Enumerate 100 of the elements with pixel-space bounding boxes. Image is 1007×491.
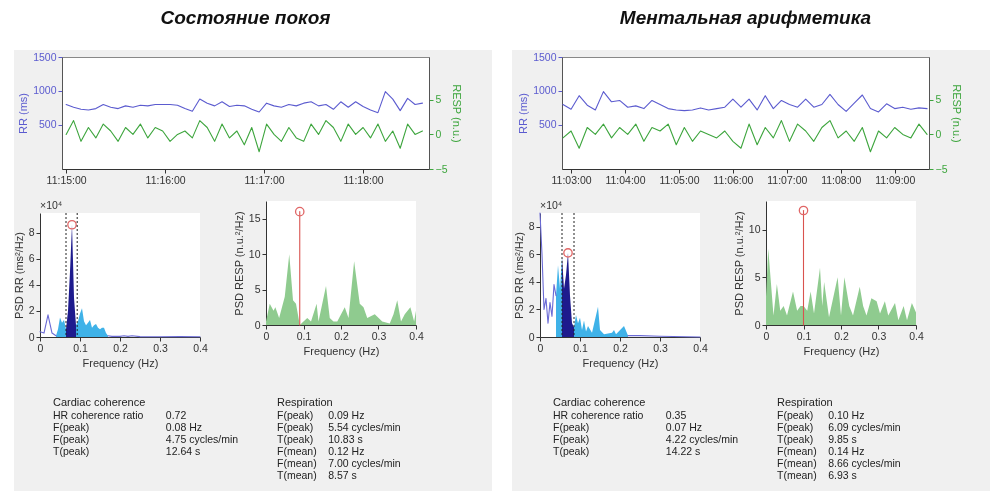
y-tick-label: 6 [528, 247, 535, 260]
text: F(mean) [277, 457, 317, 469]
line-series [562, 91, 928, 113]
line-series [65, 120, 424, 153]
x-tick-label: 0.2 [113, 341, 128, 354]
y-axis-title: PSD RR (ms²/Hz) [12, 232, 25, 319]
text: 5.54 cycles/min [328, 421, 401, 433]
y-tick-label: 0 [754, 318, 761, 331]
y-tick-label: 2 [528, 302, 535, 315]
text: 7.00 cycles/min [328, 457, 401, 469]
chart-title: Ментальная арифметика [619, 7, 872, 28]
text: F(mean) [777, 457, 817, 469]
text: 10.83 s [328, 433, 363, 445]
text: Respiration [277, 396, 333, 408]
text: F(mean) [277, 445, 317, 457]
y2-tick-label: −5 [435, 162, 448, 175]
text: T(peak) [777, 433, 814, 445]
y2-tick-label: 5 [935, 93, 942, 106]
y-tick-label: 1500 [533, 50, 557, 63]
y-tick-label: 10 [248, 247, 261, 260]
x-tick-label: 11:15:00 [46, 173, 87, 186]
y-axis-title: RR (ms) [17, 93, 30, 134]
y-tick-label: 4 [528, 275, 535, 288]
text: 8.57 s [328, 469, 357, 481]
y-tick-label: 1000 [33, 84, 57, 97]
y2-tick-label: −5 [935, 162, 948, 175]
y-tick-label: 10 [748, 223, 761, 236]
text: 0.08 Hz [165, 421, 202, 433]
text: 9.85 s [828, 433, 857, 445]
text: F(peak) [277, 421, 314, 433]
x-tick-label: 11:07:00 [767, 173, 808, 186]
x-tick-label: 0.2 [334, 329, 349, 342]
x-tick-label: 0.1 [573, 341, 588, 354]
text: T(peak) [553, 445, 590, 457]
text: F(peak) [777, 421, 814, 433]
text: 0.14 Hz [828, 445, 865, 457]
y-tick-label: 4 [28, 278, 35, 291]
y-tick-label: 1500 [33, 50, 57, 63]
y-axis-title: PSD RESP (n.u.²/Hz) [232, 211, 245, 316]
text: F(peak) [553, 421, 590, 433]
x-tick-label: 0 [763, 329, 770, 342]
y-tick-label: 2 [28, 304, 35, 317]
text: ×10⁴ [40, 199, 63, 211]
text: 6.93 s [828, 469, 857, 481]
x-tick-label: 0.4 [409, 329, 424, 342]
x-tick-label: 0.3 [653, 341, 668, 354]
y-tick-label: 8 [528, 220, 535, 233]
x-tick-label: 0.1 [73, 341, 88, 354]
x-axis-title: Frequency (Hz) [803, 345, 880, 357]
text: F(peak) [553, 433, 590, 445]
y2-tick-label: 0 [935, 127, 942, 140]
text: Cardiac coherence [53, 396, 146, 408]
text: 0.10 Hz [828, 409, 865, 421]
text: 0.09 Hz [328, 409, 365, 421]
text: 4.75 cycles/min [165, 433, 239, 445]
text: 0.72 [165, 409, 187, 421]
y-tick-label: 500 [538, 118, 557, 131]
text: F(peak) [777, 409, 814, 421]
y-tick-label: 6 [28, 252, 35, 265]
x-tick-label: 0.3 [371, 329, 387, 342]
text: Respiration [777, 396, 833, 408]
x-tick-label: 11:06:00 [713, 173, 754, 186]
text: 4.22 cycles/min [665, 433, 739, 445]
text: 14.22 s [665, 445, 701, 457]
y-tick-label: 8 [28, 226, 35, 239]
x-tick-label: 0.3 [871, 329, 887, 342]
x-tick-label: 0.1 [296, 329, 312, 342]
x-axis-title: Frequency (Hz) [82, 357, 159, 369]
text: 0.35 [665, 409, 687, 421]
text: F(peak) [53, 421, 90, 433]
y-tick-label: 1000 [533, 84, 557, 97]
y2-axis-title: RESP (n.u.) [951, 84, 964, 143]
x-tick-label: 0.4 [693, 341, 708, 354]
text: T(peak) [53, 445, 90, 457]
x-tick-label: 11:05:00 [659, 173, 700, 186]
x-tick-label: 11:17:00 [244, 173, 285, 186]
text: HR coherence ratio [553, 409, 644, 421]
y-axis-title: PSD RESP (n.u.²/Hz) [732, 211, 745, 316]
text: T(mean) [777, 469, 817, 481]
x-tick-label: 11:16:00 [145, 173, 186, 186]
text: ×10⁴ [540, 199, 563, 211]
y-tick-label: 5 [254, 283, 261, 296]
y2-axis-title: RESP (n.u.) [451, 84, 464, 143]
x-tick-label: 0.1 [796, 329, 812, 342]
text: F(peak) [53, 433, 90, 445]
x-tick-label: 11:08:00 [821, 173, 862, 186]
y2-tick-label: 0 [435, 127, 442, 140]
text: Cardiac coherence [553, 396, 646, 408]
text: HR coherence ratio [53, 409, 144, 421]
y-axis-title: RR (ms) [517, 93, 530, 134]
x-tick-label: 0.2 [613, 341, 628, 354]
text: 0.12 Hz [328, 445, 365, 457]
y-axis-title: PSD RR (ms²/Hz) [512, 232, 525, 319]
x-tick-label: 11:04:00 [605, 173, 646, 186]
x-axis-title: Frequency (Hz) [303, 345, 380, 357]
text: T(peak) [277, 433, 314, 445]
y2-tick-label: 5 [435, 93, 442, 106]
x-tick-label: 11:09:00 [875, 173, 916, 186]
x-tick-label: 11:18:00 [343, 173, 384, 186]
x-tick-label: 0.3 [153, 341, 168, 354]
